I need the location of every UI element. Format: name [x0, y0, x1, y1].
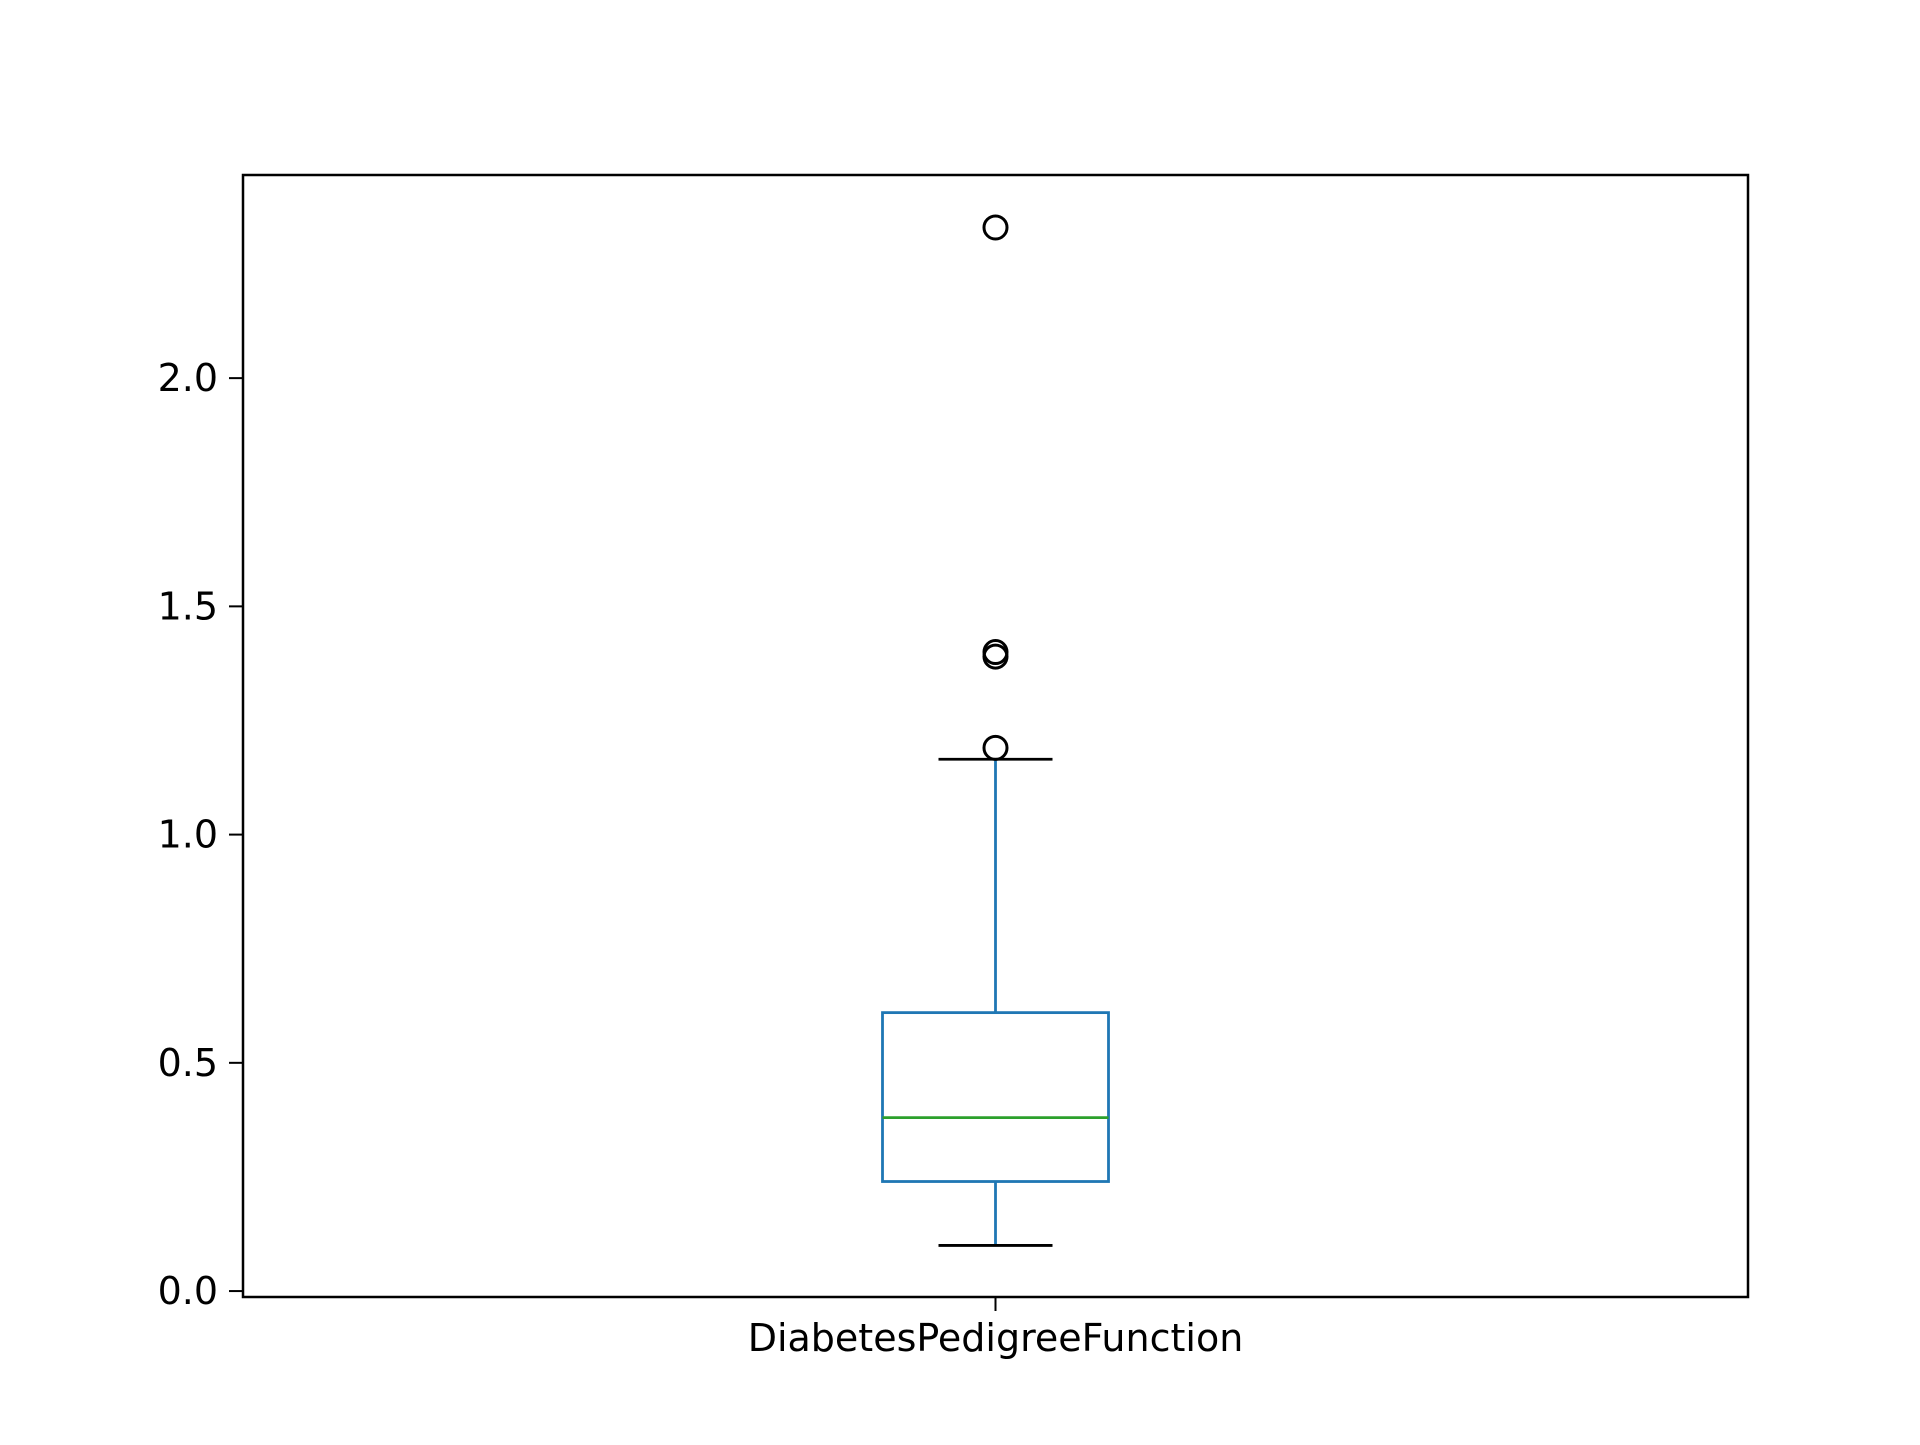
y-tick-label: 1.0	[158, 813, 218, 857]
y-tick-label: 0.5	[158, 1041, 218, 1085]
y-tick-label: 2.0	[158, 356, 218, 400]
outlier-point	[982, 214, 1009, 241]
marks-layer	[881, 214, 1110, 1247]
y-tick-label: 1.5	[158, 584, 218, 628]
y-tick-label: 0.0	[158, 1269, 218, 1313]
axes-layer: DiabetesPedigreeFunction 0.0 0.5 1.0 1.5 2.0	[158, 356, 1244, 1360]
x-tick-label: DiabetesPedigreeFunction	[748, 1316, 1244, 1360]
iqr-box	[881, 1011, 1110, 1183]
outlier-point	[982, 639, 1009, 666]
outlier-point	[982, 734, 1009, 761]
plot-frame	[241, 173, 1750, 1299]
